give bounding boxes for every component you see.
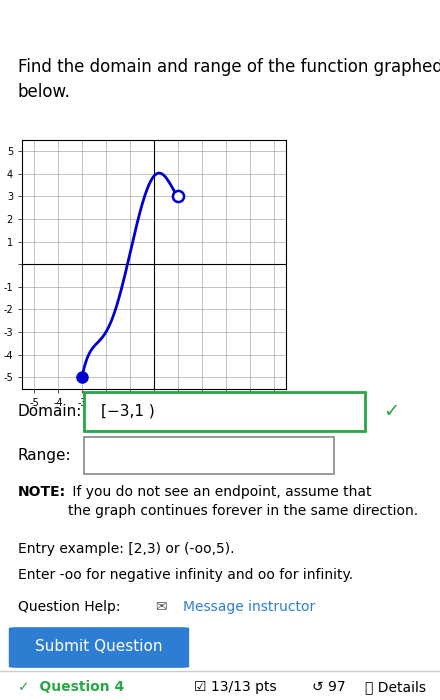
Text: Domain:: Domain:	[18, 404, 82, 419]
Text: Range:: Range:	[18, 448, 71, 463]
Text: NOTE:: NOTE:	[18, 484, 66, 498]
Text: Find the domain and range of the function graphed
below.: Find the domain and range of the functio…	[18, 59, 440, 102]
Text: Message instructor: Message instructor	[183, 600, 315, 614]
Text: Enter -oo for negative infinity and oo for infinity.: Enter -oo for negative infinity and oo f…	[18, 568, 353, 582]
Text: Question Help:: Question Help:	[18, 600, 120, 614]
Text: ☑ 13/13 pts: ☑ 13/13 pts	[194, 680, 276, 694]
Text: Entry example: [2,3) or (-oo,5).: Entry example: [2,3) or (-oo,5).	[18, 542, 234, 556]
FancyBboxPatch shape	[84, 437, 334, 475]
Text: ⓘ Details: ⓘ Details	[365, 680, 426, 694]
Text: ↺ 97: ↺ 97	[312, 680, 346, 694]
Text: ✓: ✓	[383, 402, 399, 421]
Text: ✓  Question 4: ✓ Question 4	[18, 680, 124, 694]
Text: Submit Question: Submit Question	[35, 639, 163, 654]
Text: If you do not see an endpoint, assume that
the graph continues forever in the sa: If you do not see an endpoint, assume th…	[68, 484, 418, 518]
Text: ✉: ✉	[156, 600, 172, 614]
FancyBboxPatch shape	[9, 627, 189, 668]
Text: [−3,1 ): [−3,1 )	[101, 404, 155, 419]
FancyBboxPatch shape	[84, 392, 365, 430]
